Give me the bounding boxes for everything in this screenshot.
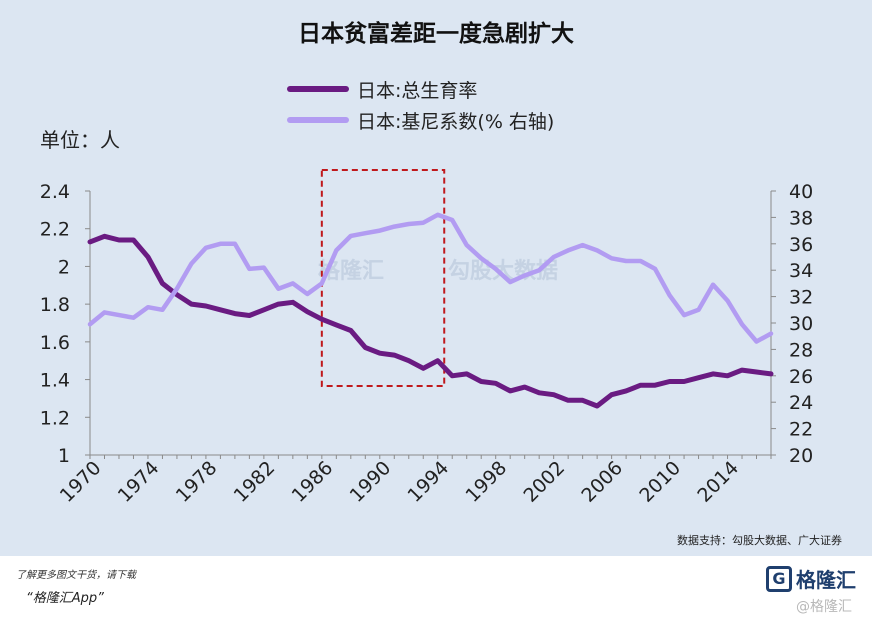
watermark-text: @格隆汇 bbox=[796, 599, 852, 615]
y-tick-label-right: 26 bbox=[789, 366, 813, 388]
unit-label: 单位：人 bbox=[40, 128, 120, 152]
footer-logo-text: 格隆汇 bbox=[796, 568, 856, 592]
footer-logo: G 格隆汇 bbox=[766, 564, 856, 593]
y-tick-label-right: 20 bbox=[789, 445, 813, 467]
y-tick-label-left: 1.2 bbox=[40, 407, 70, 429]
x-tick-label: 2014 bbox=[693, 457, 743, 507]
legend-swatch-fertility bbox=[287, 86, 349, 92]
source-note: 数据支持：勾股大数据、广大证券 bbox=[677, 534, 842, 547]
y-tick-label-right: 22 bbox=[789, 419, 813, 441]
chart-title: 日本贫富差距一度急剧扩大 bbox=[298, 21, 574, 47]
chart-plot: 格隆汇 勾股大数据2.42.221.81.61.41.21403836343230… bbox=[40, 169, 813, 507]
footer-tip: 了解更多图文干货，请下载 bbox=[16, 570, 136, 581]
x-tick-label: 1986 bbox=[288, 457, 338, 507]
x-tick-label: 1998 bbox=[461, 457, 511, 507]
legend-label-fertility: 日本:总生育率 bbox=[357, 79, 478, 102]
y-tick-label-left: 2.4 bbox=[40, 181, 70, 203]
x-tick-label: 1978 bbox=[172, 457, 222, 507]
y-tick-label-left: 1 bbox=[58, 445, 70, 467]
y-tick-label-left: 1.8 bbox=[40, 294, 70, 316]
y-tick-label-right: 36 bbox=[789, 234, 813, 256]
x-tick-label: 2010 bbox=[635, 457, 685, 507]
y-tick-label-left: 2.2 bbox=[40, 219, 70, 241]
y-tick-label-right: 30 bbox=[789, 313, 813, 335]
footer-app-name: “格隆汇App” bbox=[26, 591, 104, 606]
x-tick-label: 1990 bbox=[346, 457, 396, 507]
y-tick-label-left: 1.4 bbox=[40, 370, 70, 392]
series-line-gini bbox=[87, 212, 774, 344]
highlight-box bbox=[320, 169, 446, 387]
y-tick-label-left: 1.6 bbox=[40, 332, 70, 354]
y-tick-label-right: 34 bbox=[789, 260, 813, 282]
x-tick-label: 1982 bbox=[230, 457, 280, 507]
logo-mark-icon: G bbox=[766, 565, 792, 592]
chart-panel bbox=[0, 0, 872, 556]
legend-item-fertility: 日本:总生育率 bbox=[287, 76, 477, 102]
y-tick-label-right: 28 bbox=[789, 339, 813, 361]
x-tick-label: 2002 bbox=[519, 457, 569, 507]
y-tick-label-right: 24 bbox=[789, 392, 813, 414]
y-tick-label-right: 38 bbox=[789, 207, 813, 229]
x-tick-label: 2006 bbox=[577, 457, 627, 507]
y-tick-label-left: 2 bbox=[58, 256, 70, 278]
y-tick-label-right: 32 bbox=[789, 287, 813, 309]
legend-label-gini: 日本:基尼系数(% 右轴) bbox=[357, 110, 555, 133]
series-line-fertility bbox=[87, 233, 774, 409]
legend-item-gini: 日本:基尼系数(% 右轴) bbox=[287, 107, 554, 133]
x-tick-label: 1994 bbox=[404, 457, 454, 507]
y-tick-label-right: 40 bbox=[789, 181, 813, 203]
x-tick-label: 1974 bbox=[114, 457, 164, 507]
legend-swatch-gini bbox=[287, 117, 349, 123]
